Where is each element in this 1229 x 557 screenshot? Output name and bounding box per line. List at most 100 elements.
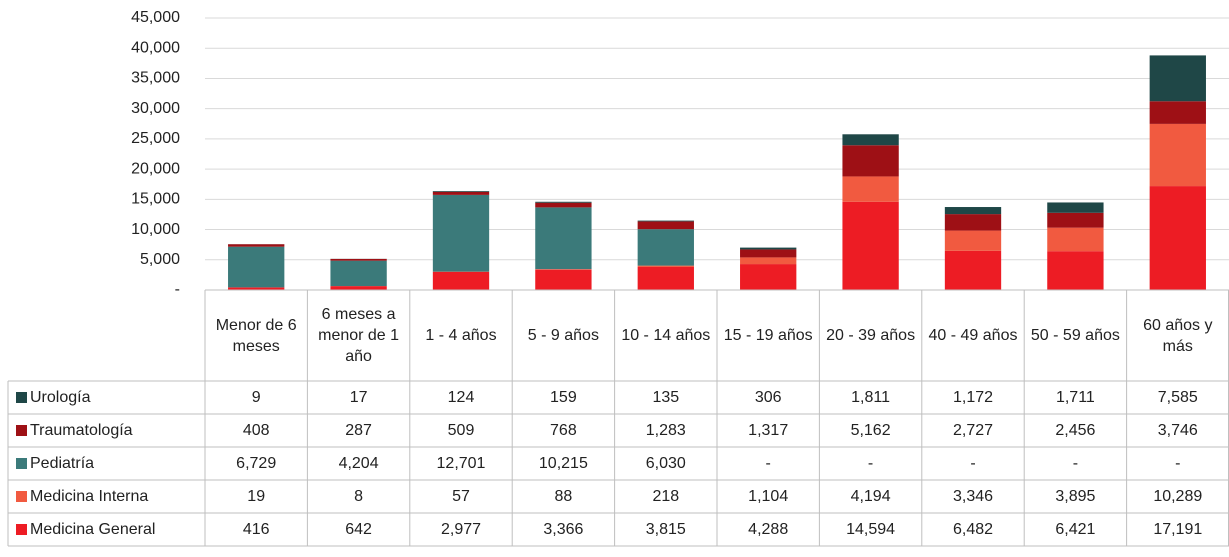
bar-segment (944, 214, 1002, 231)
category-label: 50 - 59 años (1030, 327, 1120, 344)
data-cell: 1,811 (851, 389, 891, 406)
bar-segment (535, 269, 592, 270)
data-cell: 3,366 (543, 521, 584, 538)
bar-segment (535, 202, 592, 208)
bar-segment (1047, 202, 1104, 213)
legend-label: Medicina General (30, 521, 156, 538)
data-cell: - (1175, 455, 1181, 472)
y-tick-label: 5,000 (140, 251, 180, 268)
legend-label: Traumatología (30, 422, 133, 439)
data-cell: 57 (452, 488, 470, 505)
data-cell: 1,104 (748, 488, 789, 505)
data-cell: 6,729 (236, 455, 277, 472)
bar-segment (330, 286, 387, 290)
bar-segment (228, 287, 285, 290)
bar-segment (432, 191, 490, 192)
bar-segment (842, 145, 899, 177)
bar-segment (740, 249, 797, 258)
data-cell: 287 (345, 422, 372, 439)
y-tick-label: 35,000 (131, 70, 180, 87)
data-cell: 19 (247, 488, 266, 505)
bar-segment (535, 207, 592, 270)
bar-segment (1047, 251, 1104, 290)
bar-segment (944, 250, 1002, 290)
bar-segment (637, 266, 694, 290)
bar-segment (740, 257, 797, 265)
category-label: 20 - 39 años (826, 327, 916, 344)
y-tick-label: 25,000 (131, 130, 180, 147)
data-cell: 17,191 (1153, 521, 1203, 538)
category-label: 6 meses a menor de 1 año (318, 306, 400, 365)
category-label: 1 - 4 años (425, 327, 497, 344)
legend-entry: Traumatología (8, 414, 205, 447)
legend-entry: Medicina Interna (8, 480, 205, 513)
data-cell: 124 (447, 389, 475, 406)
data-cell: 4,288 (748, 521, 789, 538)
bar-segment (1149, 186, 1206, 290)
y-tick-label: 30,000 (131, 100, 180, 117)
data-cell: 1,172 (952, 389, 994, 406)
data-cell: - (1072, 455, 1079, 472)
category-label: 5 - 9 años (527, 327, 599, 344)
bar-segment (330, 260, 387, 287)
data-cell: 3,346 (952, 488, 994, 505)
data-cell: - (765, 455, 771, 472)
bar-segment (637, 229, 694, 266)
bar-segment (944, 230, 1002, 251)
data-cell: 135 (652, 389, 680, 406)
bar-segment (842, 201, 899, 290)
data-cell: 9 (251, 389, 261, 406)
data-cell: 10,289 (1153, 488, 1203, 505)
category-label: Menor de 6 meses (215, 316, 297, 355)
bar-segment (1047, 227, 1104, 252)
data-cell: 642 (345, 521, 372, 538)
legend-label: Pediatría (30, 455, 95, 472)
bar-segment (1149, 123, 1206, 187)
bar-segment (432, 194, 490, 272)
bar-segment (535, 269, 592, 290)
legend-entry: Pediatría (8, 447, 205, 480)
legend-entry: Urología (8, 381, 205, 414)
category-label: 15 - 19 años (723, 327, 813, 344)
data-cell: 4,194 (850, 488, 891, 505)
bar-segment (432, 191, 490, 195)
data-cell: 218 (652, 488, 680, 505)
data-cell: 306 (754, 389, 782, 406)
data-cell: 1,317 (748, 422, 789, 439)
data-cell: 12,701 (436, 455, 486, 472)
bar-segment (637, 220, 694, 222)
bar-segment (535, 201, 592, 203)
data-cell: - (867, 455, 874, 472)
y-tick-label: 45,000 (131, 9, 180, 26)
legend-swatch (16, 425, 27, 436)
data-cell: 6,421 (1055, 521, 1096, 538)
data-cell: 6,482 (952, 521, 994, 538)
data-cell: 509 (447, 422, 475, 439)
bar-segment (637, 265, 694, 267)
bar-segment (1149, 55, 1206, 102)
data-cell: 2,977 (440, 521, 482, 538)
data-cell: 14,594 (846, 521, 896, 538)
data-cell: 416 (242, 521, 270, 538)
data-cell: 7,585 (1157, 389, 1198, 406)
y-tick-label: - (175, 281, 180, 298)
data-cell: 2,727 (952, 422, 994, 439)
data-cell: 768 (550, 422, 577, 439)
legend-swatch (16, 392, 27, 403)
y-tick-label: 15,000 (131, 191, 180, 208)
data-cell: 88 (554, 488, 573, 505)
legend-swatch (16, 491, 27, 502)
bar-segment (637, 221, 694, 230)
y-tick-label: 40,000 (131, 39, 180, 56)
legend-swatch (16, 524, 27, 535)
data-cell: 3,815 (645, 521, 686, 538)
bar-segment (228, 246, 285, 288)
bar-segment (228, 244, 285, 247)
data-cell: 5,162 (850, 422, 891, 439)
bar-segment (944, 207, 1002, 215)
bar-segment (1047, 212, 1104, 228)
data-cell: 159 (550, 389, 577, 406)
legend-label: Medicina Interna (30, 488, 149, 505)
